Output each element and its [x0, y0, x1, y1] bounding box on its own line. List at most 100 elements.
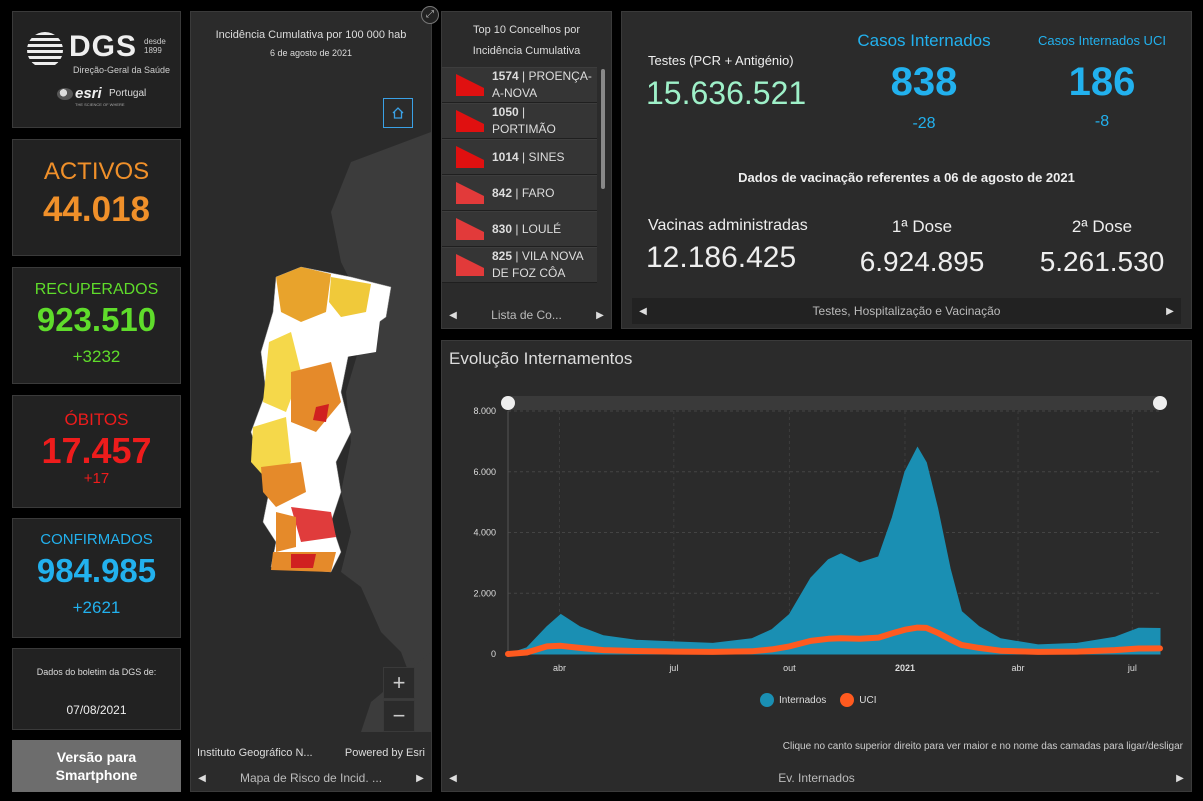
item-value: 1574 [492, 69, 519, 83]
legend-uci-label[interactable]: UCI [859, 694, 877, 706]
uci-delta: -8 [1094, 113, 1110, 130]
slider-handle-left[interactable] [501, 396, 515, 410]
activos-card: ACTIVOS 44.018 [12, 139, 181, 256]
top10-item[interactable]: 825 | VILA NOVA DE FOZ CÔA [442, 247, 597, 283]
y-tick-label: 4.000 [473, 528, 496, 538]
vaccines-value: 12.186.425 [646, 241, 797, 274]
slider-handle-right[interactable] [1153, 396, 1167, 410]
map-title-block: Incidência Cumulativa por 100 000 hab 6 … [191, 26, 431, 62]
item-value: 842 [492, 185, 513, 200]
top10-item[interactable]: 842 | FARO [442, 175, 597, 211]
home-button[interactable] [383, 98, 413, 128]
dgs-logo-panel: DGS desde 1899 Direção-Geral da Saúde es… [12, 11, 181, 128]
y-tick-label: 0 [491, 649, 496, 659]
activos-label: ACTIVOS [43, 158, 150, 185]
expand-icon[interactable]: ⤢ [421, 6, 439, 24]
stats-next-arrow-icon[interactable]: ▶ [1166, 305, 1174, 317]
chart-panel: Evolução Internamentos 0 2.000 4.000 6.000 8… [441, 340, 1192, 792]
stats-nav-label[interactable]: Testes, Hospitalização e Vacinação [812, 304, 1001, 318]
item-name-cont: DE FOZ CÔA [492, 266, 566, 280]
stats-prev-arrow-icon[interactable]: ◀ [639, 305, 647, 317]
region-alentejo-orange [276, 512, 296, 552]
map-panel[interactable]: Incidência Cumulativa por 100 000 hab 6 … [190, 11, 432, 792]
chart-nav-label[interactable]: Ev. Internados [778, 771, 855, 785]
legend-internados-dot[interactable] [760, 693, 774, 707]
top10-item[interactable]: 1574 | PROENÇA- A-NOVA [442, 67, 597, 103]
top10-list[interactable]: 1574 | PROENÇA- A-NOVA 1050 | PORTIMÃO 101… [442, 67, 597, 309]
dgs-since: desde 1899 [144, 37, 166, 55]
internados-label: Casos Internados [857, 31, 991, 50]
y-tick-label: 6.000 [473, 467, 496, 477]
dgs-subtitle: Direção-Geral da Saúde [73, 65, 171, 75]
esri-globe-icon [57, 88, 73, 100]
item-name: LOULÉ [521, 221, 562, 236]
uci-value: 186 [1068, 60, 1136, 104]
region-north-orange [276, 267, 331, 322]
top10-prev-arrow-icon[interactable]: ◀ [449, 309, 457, 321]
chart-nav: ◀ Ev. Internados ▶ [442, 765, 1191, 791]
tests-hospital-vaccination-panel: Testes (PCR + Antigénio) 15.636.521 Caso… [621, 11, 1192, 329]
map-next-arrow-icon[interactable]: ▶ [416, 772, 424, 784]
region-algarve-red [291, 554, 316, 568]
boletim-card: Dados do boletim da DGS de: 07/08/2021 [12, 648, 181, 730]
x-tick-label: out [783, 663, 796, 673]
map-prev-arrow-icon[interactable]: ◀ [198, 772, 206, 784]
top10-item[interactable]: 830 | LOULÉ [442, 211, 597, 247]
map-title: Incidência Cumulativa por 100 000 hab [215, 29, 407, 41]
top10-next-arrow-icon[interactable]: ▶ [596, 309, 604, 321]
chart-next-arrow-icon[interactable]: ▶ [1176, 772, 1184, 784]
confirmados-card: CONFIRMADOS 984.985 +2621 [12, 518, 181, 638]
boletim-date: 07/08/2021 [66, 703, 127, 717]
risk-flag-icon [456, 218, 484, 240]
esri-country: Portugal [109, 88, 147, 99]
top10-nav-label[interactable]: Lista de Co... [491, 308, 562, 322]
internados-value: 838 [890, 60, 958, 104]
top10-scrollbar[interactable] [601, 69, 605, 189]
map-subtitle: 6 de agosto de 2021 [269, 48, 353, 58]
stats-nav: ◀ Testes, Hospitalização e Vacinação ▶ [632, 298, 1181, 324]
map-canvas[interactable] [191, 12, 431, 732]
internados-area [507, 446, 1161, 655]
top10-title-line1: Top 10 Concelhos por [472, 24, 580, 36]
region-lisbon-orange [261, 462, 306, 507]
esri-logo-text: esri [75, 85, 102, 102]
smartphone-version-button[interactable]: Versão para Smartphone [12, 740, 181, 792]
attribution-source: Instituto Geográfico N... [197, 747, 313, 759]
legend-uci-dot[interactable] [840, 693, 855, 707]
x-tick-label: jul [1127, 663, 1137, 673]
legend-internados-label[interactable]: Internados [779, 694, 827, 706]
dose2-label: 2ª Dose [1071, 217, 1133, 236]
recuperados-label: RECUPERADOS [34, 281, 159, 298]
recuperados-value: 923.510 [36, 301, 157, 338]
zoom-in-button[interactable]: + [383, 667, 415, 699]
zoom-out-button[interactable]: − [383, 700, 415, 732]
chart-prev-arrow-icon[interactable]: ◀ [449, 772, 457, 784]
testes-value: 15.636.521 [646, 75, 807, 111]
item-name: FARO [521, 185, 555, 200]
risk-flag-icon [456, 110, 484, 132]
dose2-value: 5.261.530 [1039, 246, 1165, 277]
attribution-powered[interactable]: Powered by Esri [344, 747, 425, 759]
top10-item[interactable]: 1050 | PORTIMÃO [442, 103, 597, 139]
item-name: PORTIMÃO [492, 122, 556, 136]
boletim-label: Dados do boletim da DGS de: [36, 667, 157, 677]
obitos-label: ÓBITOS [64, 410, 129, 429]
top10-item[interactable]: 1014 | SINES [442, 139, 597, 175]
region-center-orange [291, 362, 341, 432]
item-name-cont: A-NOVA [492, 86, 538, 100]
top10-title-line2: Incidência Cumulativa [472, 45, 581, 57]
esri-tagline: THE SCIENCE OF WHERE [75, 102, 125, 107]
region-east-white [341, 312, 381, 357]
chart-note: Clique no canto superior direito para ve… [782, 741, 1183, 752]
since-label: desde [144, 37, 166, 46]
x-tick-label: jul [668, 663, 678, 673]
internamentos-chart[interactable]: 0 2.000 4.000 6.000 8.000 abr jul out 2021 abr jul [442, 341, 1191, 721]
chart-title: Evolução Internamentos [449, 349, 633, 368]
vaccination-header: Dados de vacinação referentes a 06 de ag… [738, 170, 1075, 185]
internados-delta: -28 [912, 115, 936, 132]
item-name: PROENÇA- [528, 69, 592, 83]
y-tick-label: 8.000 [473, 406, 496, 416]
uci-label: Casos Internados UCI [1038, 33, 1166, 48]
map-nav-label[interactable]: Mapa de Risco de Incid. ... [239, 771, 383, 785]
smartphone-line2: Smartphone [55, 767, 138, 783]
